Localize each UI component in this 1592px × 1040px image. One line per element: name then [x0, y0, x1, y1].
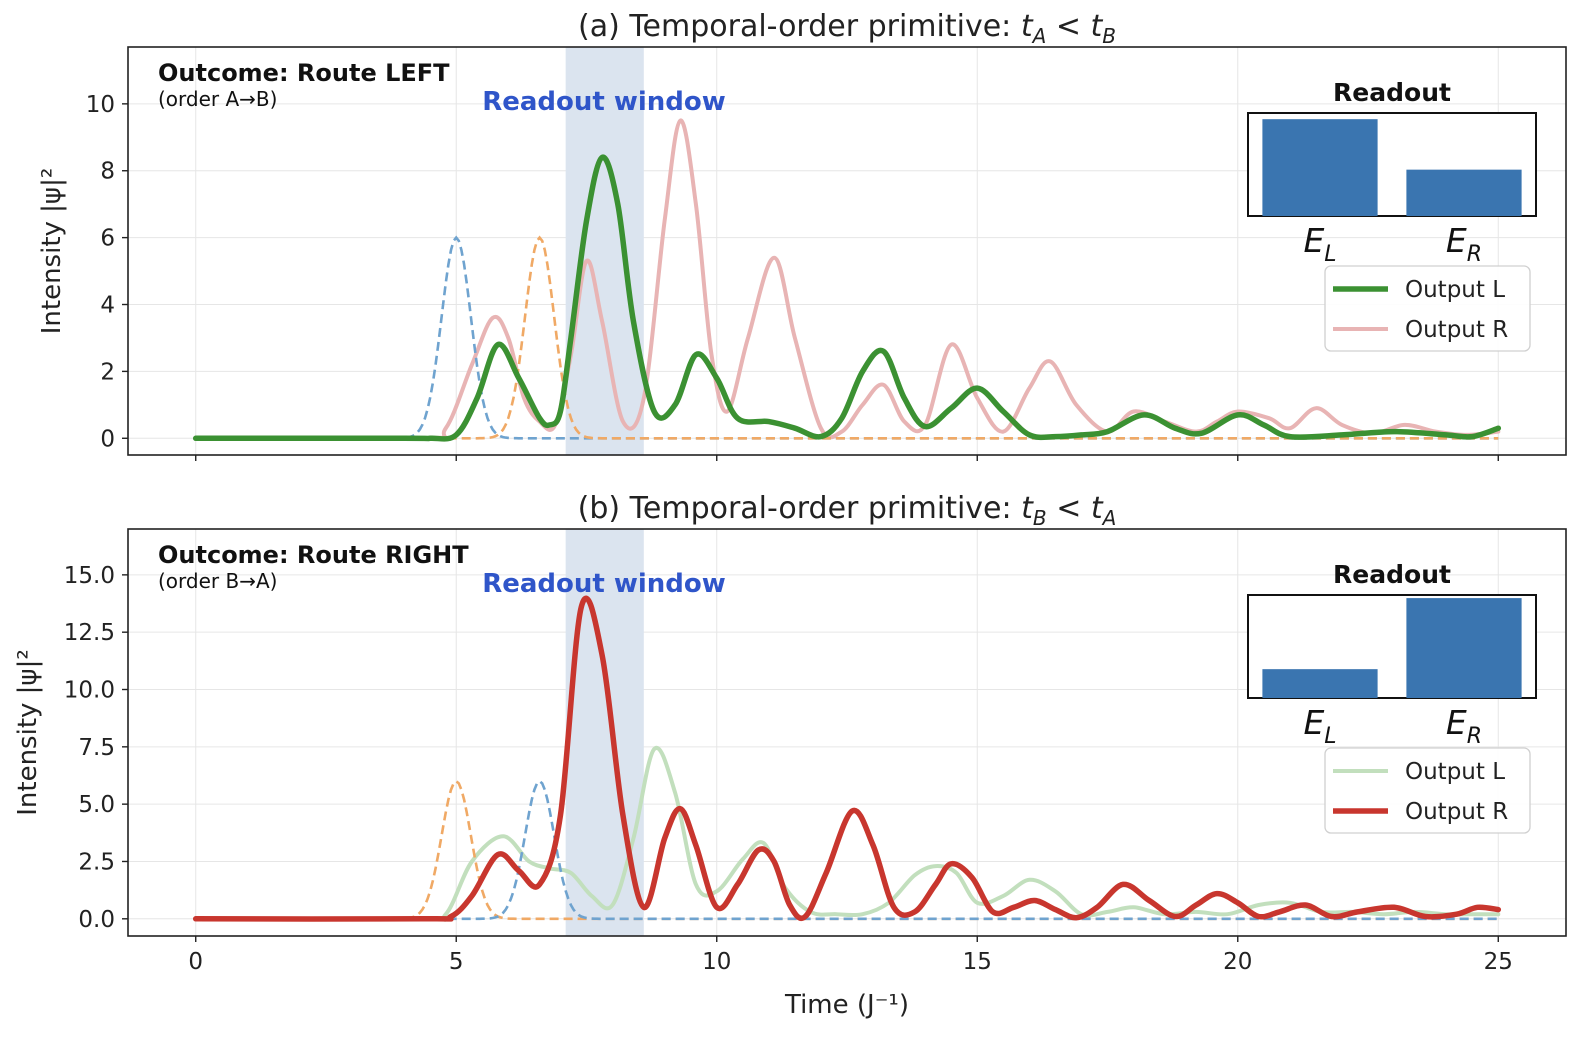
- title-sub-a: B: [1033, 506, 1047, 530]
- x-axis-label: Time (J⁻¹): [784, 990, 909, 1020]
- inset-label-sub: L: [1324, 242, 1336, 267]
- series-line-output-l: [192, 154, 1502, 442]
- series-line-output-r: [192, 595, 1502, 922]
- x-tick-label: 20: [1223, 949, 1252, 975]
- title-var-b: t: [1091, 491, 1104, 526]
- inset-label-sub: R: [1467, 724, 1482, 749]
- inset-label-sub: L: [1324, 724, 1336, 749]
- y-axis-label: Intensity |ψ|²: [37, 168, 67, 335]
- outcome-title: Outcome: Route RIGHT: [158, 541, 469, 569]
- title-sub-b: A: [1101, 506, 1117, 530]
- y-tick-label: 4: [100, 293, 115, 319]
- outcome-subtitle: (order B→A): [158, 569, 277, 593]
- readout-window-band: [565, 47, 644, 455]
- inset-bar-e-r: [1406, 598, 1522, 698]
- chart-title: (b) Temporal-order primitive: tB < tA: [578, 491, 1117, 530]
- legend-label: Output L: [1405, 759, 1505, 785]
- title-var-a: t: [1021, 491, 1034, 526]
- y-tick-label: 15.0: [64, 563, 115, 589]
- title-var-b: t: [1091, 9, 1104, 44]
- inset-bar-e-l: [1262, 119, 1378, 216]
- y-tick-label: 5.0: [78, 792, 115, 818]
- legend-label: Output R: [1405, 799, 1508, 825]
- inset-label-main: E: [1303, 703, 1324, 742]
- panel-b: 0 5 10 15 20 25 0.0 2.5 5.0 7.5 10.0 12.5 15.0 Intens…: [13, 491, 1567, 1020]
- axes-frame: [127, 46, 1567, 456]
- series-line-output-r: [193, 118, 1501, 442]
- panel-a: 0 2 4 6 8 10 Intensity |ψ|² (a) Temporal-order …: [37, 9, 1567, 461]
- series-pulse-2: [195, 779, 1499, 921]
- y-tick-label: 2.5: [78, 849, 115, 875]
- plot-area: [192, 118, 1502, 442]
- title-sub-a: A: [1031, 24, 1047, 48]
- legend: Output L Output R: [1324, 265, 1531, 352]
- y-tick-label: 6: [100, 226, 115, 252]
- x-tick-label: 25: [1484, 949, 1513, 975]
- legend-label: Output R: [1405, 317, 1508, 343]
- title-relation: <: [1046, 9, 1090, 44]
- inset-category-label: ER: [1446, 703, 1482, 749]
- series-line-output-l: [193, 745, 1501, 922]
- y-tick-label: 10: [86, 92, 115, 118]
- y-tick-label: 0.0: [78, 907, 115, 933]
- x-tick-label: 10: [702, 949, 731, 975]
- legend-label: Output L: [1405, 277, 1505, 303]
- readout-window-label: Readout window: [482, 87, 726, 117]
- inset-category-label: EL: [1303, 703, 1336, 749]
- axes-frame: [127, 528, 1567, 937]
- y-tick-label: 10.0: [64, 678, 115, 704]
- title-var-a: t: [1021, 9, 1034, 44]
- grid: [128, 529, 1566, 936]
- x-tick-label: 15: [963, 949, 992, 975]
- title-prefix: (a) Temporal-order primitive:: [578, 9, 1021, 44]
- chart-title: (a) Temporal-order primitive: tA < tB: [578, 9, 1116, 48]
- readout-window-label: Readout window: [482, 569, 726, 599]
- x-tick-label: 5: [449, 949, 464, 975]
- series-pulse-3: [195, 779, 1499, 921]
- inset-category-label: ER: [1446, 221, 1482, 267]
- inset-label-main: E: [1303, 221, 1324, 260]
- legend: Output L Output R: [1324, 747, 1531, 834]
- y-tick-label: 12.5: [64, 620, 115, 646]
- inset-category-label: EL: [1303, 221, 1336, 267]
- y-tick-label: 7.5: [78, 735, 115, 761]
- grid: [128, 47, 1566, 455]
- x-tick-label: 0: [188, 949, 203, 975]
- y-tick-label: 8: [100, 159, 115, 185]
- outcome-title: Outcome: Route LEFT: [158, 59, 450, 87]
- y-axis-label: Intensity |ψ|²: [13, 649, 43, 816]
- inset-bar-e-r: [1406, 169, 1522, 216]
- inset-title: Readout: [1333, 78, 1451, 107]
- title-relation: <: [1047, 491, 1091, 526]
- inset-label-main: E: [1446, 221, 1467, 260]
- inset-title: Readout: [1333, 560, 1451, 589]
- inset-label-main: E: [1446, 703, 1467, 742]
- y-tick-label: 2: [100, 359, 115, 385]
- inset-label-sub: R: [1467, 242, 1482, 267]
- title-prefix: (b) Temporal-order primitive:: [578, 491, 1021, 526]
- title-sub-b: B: [1102, 24, 1116, 48]
- outcome-subtitle: (order A→B): [158, 87, 277, 111]
- y-tick-label: 0: [100, 426, 115, 452]
- inset-bar-e-l: [1262, 669, 1378, 698]
- plot-area: [192, 595, 1502, 922]
